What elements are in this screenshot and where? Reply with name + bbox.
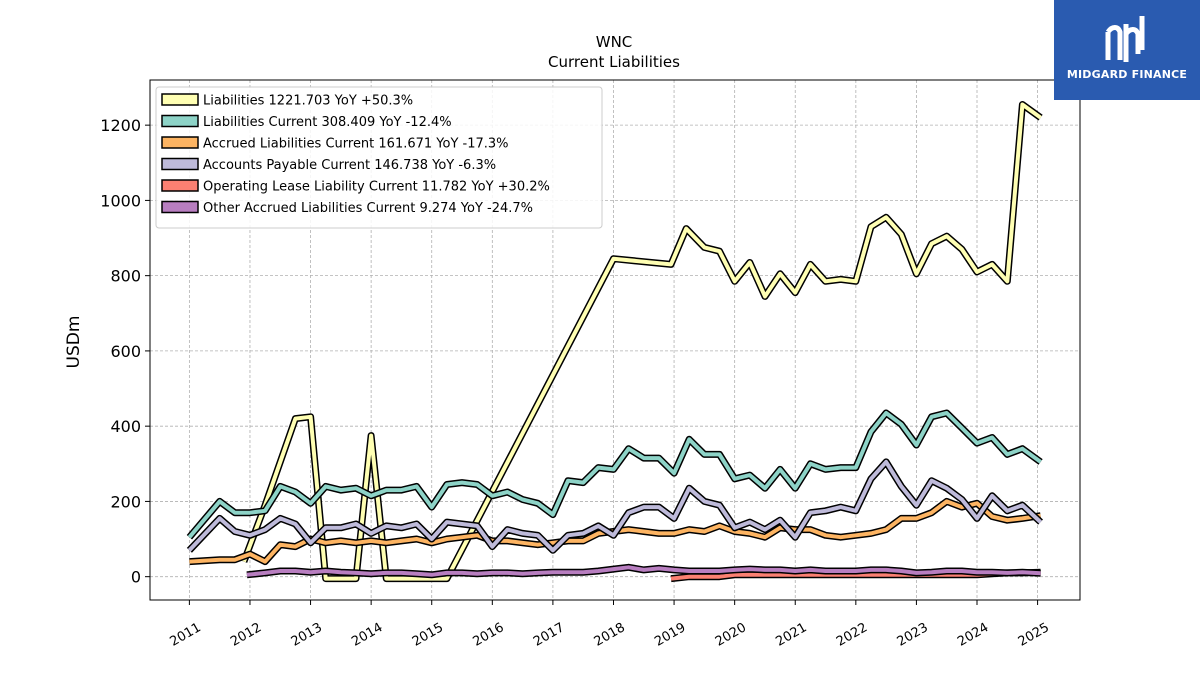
chart-title: WNC [596, 33, 633, 51]
legend-box [155, 86, 603, 229]
legend-swatch [161, 136, 199, 149]
y-tick-label: 800 [110, 267, 141, 286]
logo-text: MIDGARD FINANCE [1066, 68, 1188, 81]
x-tick-label: 2017 [531, 620, 567, 650]
series-lines [186, 101, 1043, 583]
series-line-0 [242, 102, 1042, 581]
x-tick-label: 2013 [289, 620, 325, 650]
x-tick-label: 2012 [228, 620, 264, 650]
x-tick-label: 2024 [955, 620, 991, 650]
brand-logo: MIDGARD FINANCE [1054, 0, 1200, 100]
series-line-1 [187, 411, 1042, 539]
x-tick-label: 2014 [349, 620, 385, 650]
x-tick-label: 2021 [773, 620, 809, 650]
legend-label: Accrued Liabilities Current 161.671 YoY … [203, 137, 509, 152]
legend-swatch [161, 157, 199, 171]
y-tick-label: 400 [110, 417, 141, 436]
legend-label: Other Accrued Liabilities Current 9.274 … [203, 201, 533, 216]
x-tick-label: 2019 [652, 620, 688, 650]
series-line-3 [187, 459, 1042, 553]
x-tick-label: 2016 [470, 620, 506, 650]
x-tick-label: 2022 [834, 620, 870, 650]
x-tick-label: 2020 [713, 620, 749, 650]
x-axis: 2011 2012 2013 2014 2015 2016 2017 2018 2019 2020… [168, 600, 1052, 650]
y-tick-label: 0 [131, 568, 141, 587]
legend-swatch [161, 179, 199, 192]
chart-subtitle: Current Liabilities [548, 53, 680, 71]
y-tick-label: 200 [110, 492, 141, 511]
x-tick-label: 2018 [592, 620, 628, 650]
series-line-2 [189, 499, 1041, 564]
legend-swatch [161, 114, 199, 128]
x-tick-label: 2011 [168, 620, 204, 650]
legend: Liabilities 1221.703 YoY +50.3% Liabiliti… [155, 86, 603, 229]
y-tick-label: 1000 [100, 191, 141, 210]
x-tick-label: 2015 [410, 620, 446, 650]
x-tick-label: 2023 [895, 620, 931, 650]
legend-swatch [161, 93, 199, 106]
legend-label: Liabilities Current 308.409 YoY -12.4% [203, 115, 452, 130]
y-axis-label: USDm [64, 316, 84, 369]
x-tick-label: 2025 [1016, 620, 1052, 650]
plot-frame [149, 79, 1081, 601]
y-tick-label: 1200 [100, 116, 141, 135]
y-tick-label: 600 [110, 342, 141, 361]
legend-label: Operating Lease Liability Current 11.782… [203, 180, 550, 195]
legend-swatch [161, 200, 199, 214]
y-axis: 0 200 400 600 800 1000 1200 [100, 116, 150, 587]
logo-mark-icon [1105, 16, 1145, 62]
legend-label: Accounts Payable Current 146.738 YoY -6.… [203, 158, 496, 173]
series-line-5 [246, 565, 1041, 577]
legend-label: Liabilities 1221.703 YoY +50.3% [203, 94, 413, 109]
